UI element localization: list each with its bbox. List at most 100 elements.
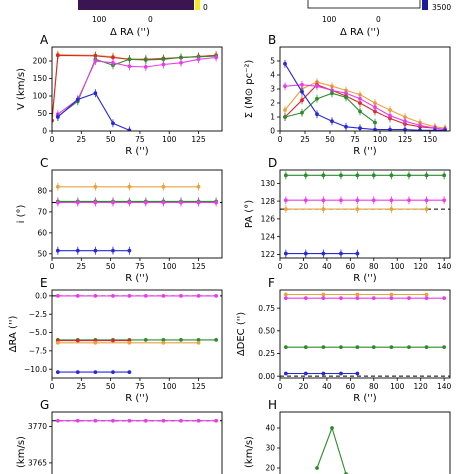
x-tick-label: 120 (414, 262, 429, 271)
data-point-green (424, 173, 429, 178)
data-point-magenta (161, 293, 166, 298)
panel-d: D 0 20 40 60 80 100 120 140 R ('') 122 124 126 128 130… (244, 156, 452, 284)
data-point-magenta (161, 62, 166, 67)
top-right-tick-100: 100 (322, 15, 337, 24)
top-left-tick-100: 100 (92, 15, 107, 24)
data-point-orange (321, 292, 326, 297)
x-tick-label: 25 (77, 382, 87, 391)
data-point-orange (355, 292, 360, 297)
data-point-magenta (315, 84, 319, 89)
data-point-orange (161, 340, 166, 345)
y-tick-label: −2.5 (29, 310, 47, 319)
y-tick-label: 50 (37, 250, 47, 259)
data-point-green (143, 58, 148, 62)
axes-frame (51, 169, 223, 259)
data-point-green (389, 345, 394, 350)
data-point-magenta (373, 105, 377, 110)
data-point-magenta (321, 198, 326, 203)
top-right-xlabel: Δ RA ('') (340, 27, 380, 38)
data-point-orange (388, 108, 392, 112)
data-point-blue (303, 371, 308, 376)
x-tick-label: 125 (191, 262, 206, 271)
data-point-magenta (196, 57, 201, 62)
y-tick-label: 20 (265, 464, 275, 473)
data-point-magenta (388, 113, 392, 118)
data-point-blue (55, 115, 60, 119)
right-map-image (307, 0, 421, 9)
data-point-orange (358, 92, 362, 97)
data-point-red (111, 55, 115, 60)
data-point-blue (321, 371, 326, 376)
data-point-green (373, 120, 377, 125)
x-tick-label: 125 (398, 135, 413, 144)
data-point-magenta (196, 200, 201, 205)
data-point-red (75, 338, 80, 343)
panel-letter: F (268, 276, 275, 290)
data-point-green (179, 337, 183, 342)
x-tick-label: 100 (162, 262, 177, 271)
x-tick-label: 0 (50, 135, 55, 144)
data-point-magenta (75, 418, 80, 423)
x-tick-label: 80 (369, 262, 379, 271)
data-point-orange (321, 207, 326, 212)
data-point-blue (127, 370, 132, 375)
series-line-green (316, 426, 350, 474)
panel-h: H 20 30 40 (km/s) (244, 398, 451, 474)
data-point-magenta (418, 123, 422, 128)
x-tick-label: 0 (278, 382, 283, 391)
data-point-magenta (371, 296, 376, 301)
data-point-green (424, 345, 429, 350)
panel-letter: G (40, 398, 49, 412)
data-point-magenta (143, 293, 148, 298)
y-tick-label: 122 (261, 250, 276, 259)
data-point-blue (127, 128, 132, 131)
x-tick-label: 60 (346, 262, 356, 271)
data-point-magenta (196, 418, 201, 423)
data-point-green (344, 95, 348, 100)
data-point-blue (93, 370, 98, 375)
data-point-blue (111, 121, 115, 126)
data-point-blue (403, 127, 407, 131)
data-point-green (161, 337, 166, 342)
x-tick-label: 150 (423, 135, 438, 144)
data-point-orange (330, 84, 334, 89)
data-point-magenta (127, 64, 132, 69)
panel-c: C 0 25 50 75 100 125 R ('') 50 60 70 80 i (°) (16, 156, 223, 284)
data-point-orange (196, 340, 201, 345)
axes-frame (279, 46, 451, 132)
x-tick-label: 20 (299, 382, 309, 391)
x-tick-label: 40 (322, 262, 332, 271)
x-tick-label: 125 (191, 135, 206, 144)
data-point-green (407, 173, 411, 178)
colorbar-right (422, 0, 428, 10)
data-point-green (143, 337, 148, 342)
series-group (55, 182, 219, 255)
y-tick-label: 1 (270, 113, 275, 122)
data-point-blue (303, 251, 308, 256)
data-point-magenta (143, 65, 148, 69)
data-point-magenta (93, 59, 98, 63)
x-tick-label: 100 (390, 262, 405, 271)
data-point-magenta (424, 198, 429, 203)
panel-a: A 0 25 50 75 100 125 R ('') 0 50 100 150 200 V (km/s) (16, 33, 223, 157)
y-tick-label: 0.25 (258, 349, 275, 358)
y-axis-label: Σ (M⊙ pc⁻²) (244, 60, 255, 119)
y-tick-label: 60 (37, 229, 47, 238)
y-axis-label: (km/s) (16, 436, 27, 468)
x-tick-label: 0 (278, 135, 283, 144)
series-line-magenta (284, 84, 446, 131)
panel-letter: D (268, 156, 277, 170)
data-point-blue (55, 370, 60, 375)
y-tick-label: −7.5 (29, 347, 47, 356)
data-point-green (407, 345, 411, 350)
series-line-orange (52, 54, 217, 121)
data-point-magenta (179, 293, 183, 298)
data-point-green (315, 96, 319, 101)
panel-e: E 0 25 50 75 100 125 R ('') 0.0 −2.5 −5.0 −7.5 −10.0… (8, 276, 223, 404)
data-point-blue (355, 251, 360, 256)
data-point-blue (388, 127, 392, 131)
data-point-blue (339, 251, 343, 256)
data-point-blue (418, 128, 422, 131)
x-tick-label: 100 (162, 135, 177, 144)
